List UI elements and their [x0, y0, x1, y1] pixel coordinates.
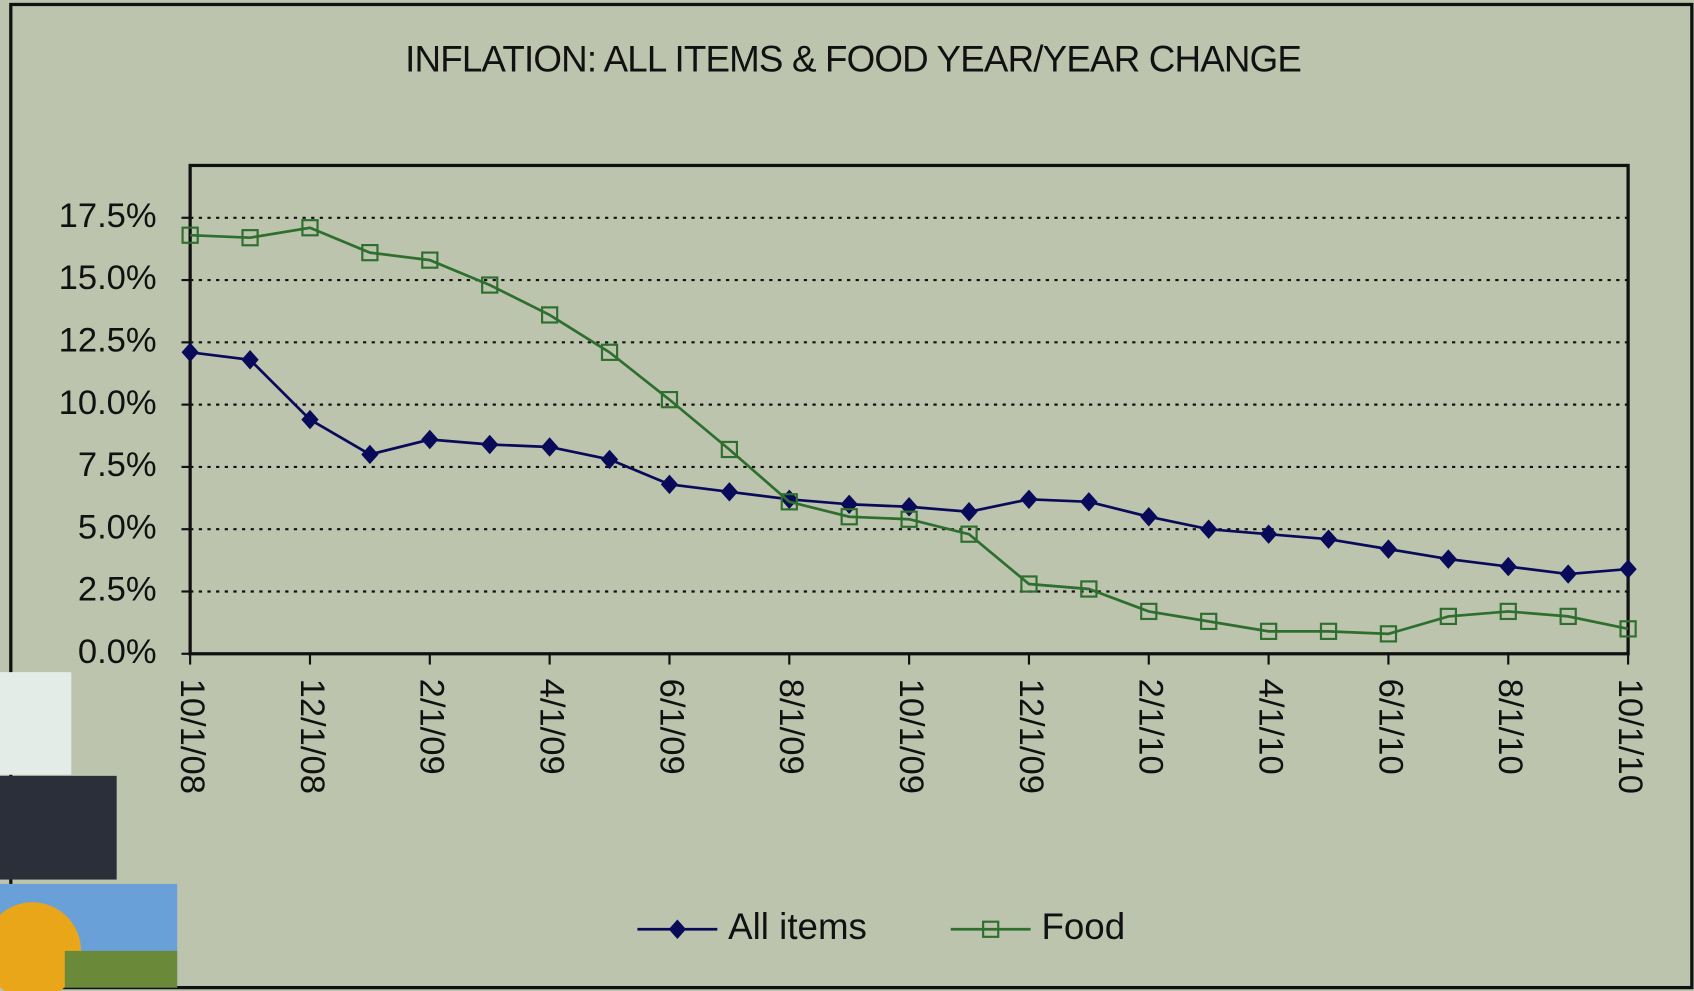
x-tick-label: 6/1/10: [1371, 679, 1409, 775]
legend-label: All items: [728, 906, 867, 947]
chart-title: INFLATION: ALL ITEMS & FOOD YEAR/YEAR CH…: [405, 38, 1302, 79]
x-tick-label: 2/1/10: [1132, 679, 1170, 775]
y-tick-label: 10.0%: [59, 384, 157, 422]
y-tick-label: 7.5%: [78, 446, 157, 484]
legend-label: Food: [1041, 906, 1125, 947]
x-tick-label: 12/1/09: [1012, 679, 1050, 794]
x-tick-label: 10/1/10: [1611, 679, 1649, 794]
x-tick-label: 8/1/09: [772, 679, 810, 775]
x-tick-label: 4/1/10: [1251, 679, 1289, 775]
y-tick-label: 15.0%: [59, 259, 157, 297]
y-tick-label: 5.0%: [78, 508, 157, 546]
x-tick-label: 6/1/09: [652, 679, 690, 775]
y-tick-label: 0.0%: [78, 633, 157, 671]
y-tick-label: 17.5%: [59, 197, 157, 235]
y-tick-label: 12.5%: [59, 321, 157, 359]
photo-hills: [65, 951, 177, 988]
x-tick-label: 12/1/08: [293, 679, 331, 794]
x-tick-label: 2/1/09: [413, 679, 451, 775]
background: [0, 0, 1694, 991]
photo: [0, 776, 117, 880]
x-tick-label: 10/1/08: [173, 679, 211, 794]
x-tick-label: 4/1/09: [533, 679, 571, 775]
x-tick-label: 8/1/10: [1491, 679, 1529, 775]
x-tick-label: 10/1/09: [892, 679, 930, 794]
photo: [0, 672, 71, 775]
y-tick-label: 2.5%: [78, 571, 157, 609]
chart: INFLATION: ALL ITEMS & FOOD YEAR/YEAR CH…: [0, 0, 1694, 991]
